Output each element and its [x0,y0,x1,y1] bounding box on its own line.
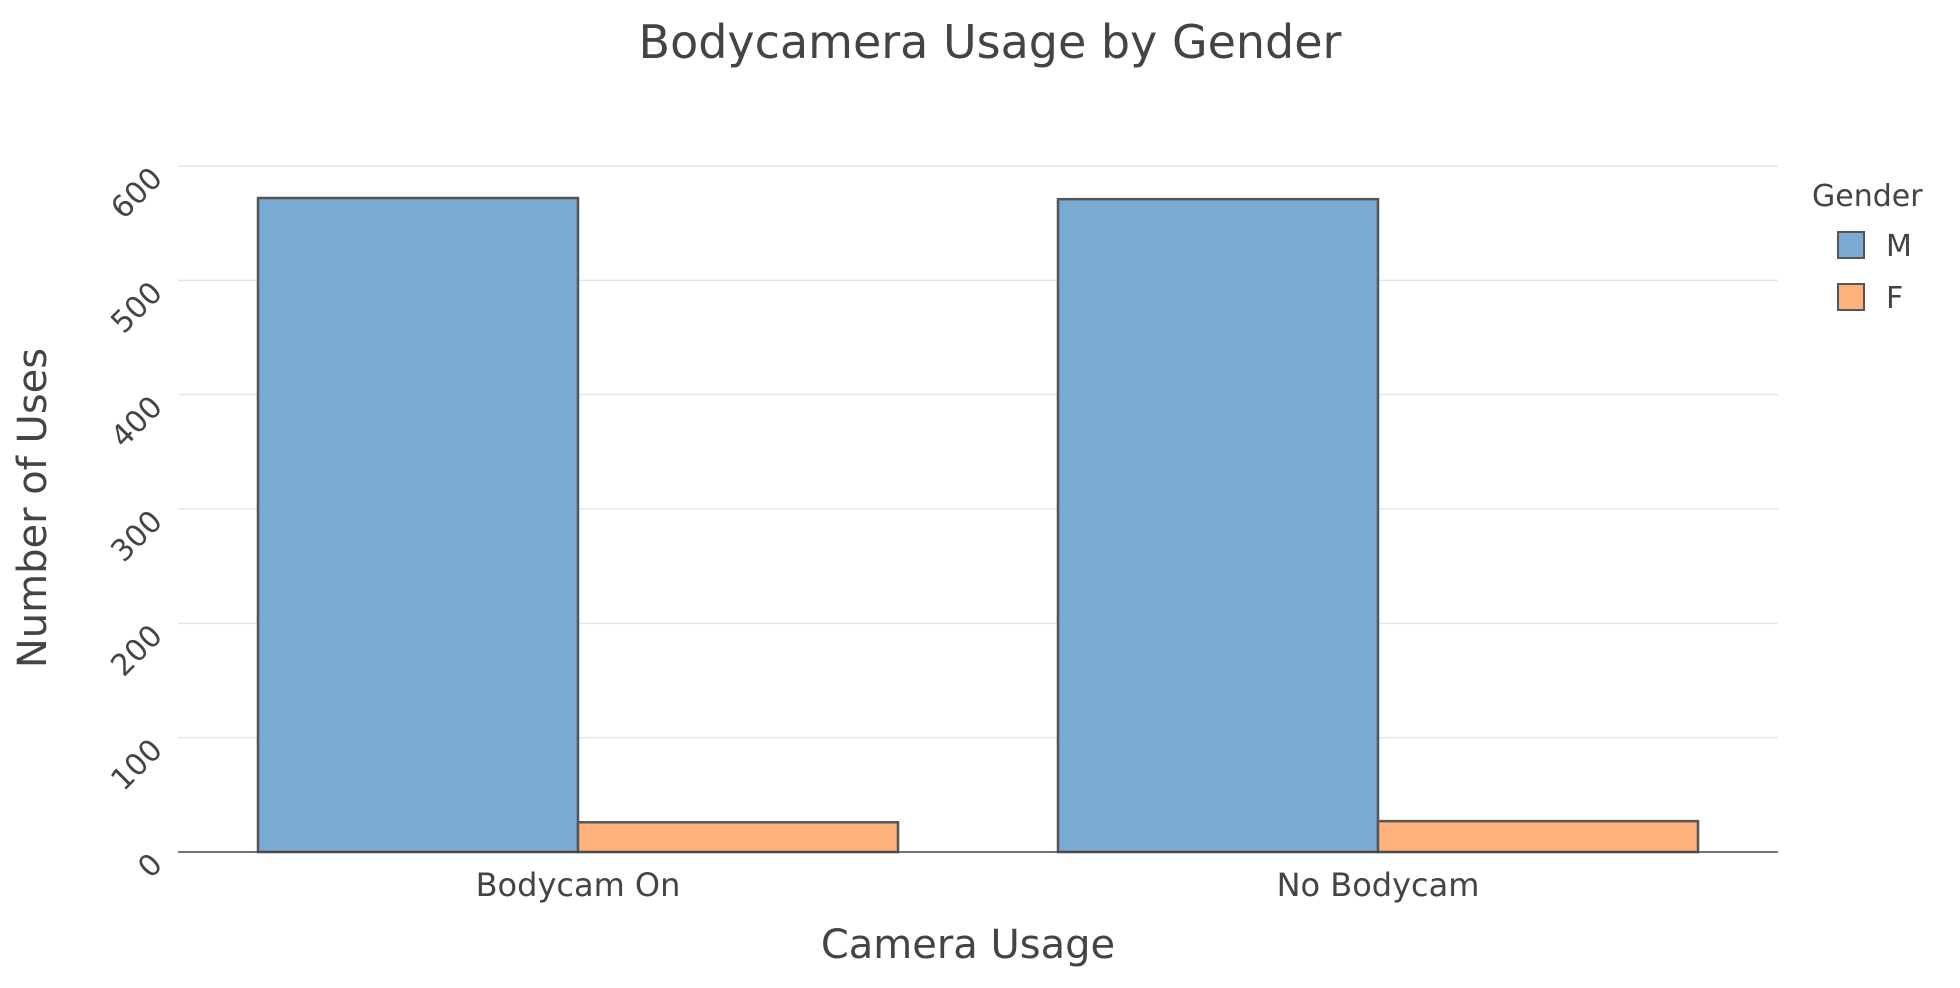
legend-items: MF [1837,229,1912,316]
legend-swatch-f [1837,283,1865,311]
bar-m-0 [256,196,580,854]
legend: Gender MF [1812,179,1923,316]
y-tick-label: 600 [104,161,169,226]
y-tick-label: 400 [104,390,169,455]
bar-m-1 [1056,197,1380,854]
legend-title: Gender [1812,179,1923,214]
x-tick-label: No Bodycam [1277,866,1480,904]
chart-title: Bodycamera Usage by Gender [639,15,1342,69]
x-tick-label: Bodycam On [476,866,681,904]
legend-swatch-m [1837,231,1865,259]
y-axis-title: Number of Uses [10,348,56,668]
x-axis-title: Camera Usage [821,922,1115,968]
bar-f-0 [576,821,900,854]
x-tick-labels: Bodycam On No Bodycam [476,866,1480,904]
legend-label-f: F [1886,281,1903,316]
y-tick-label: 300 [104,504,169,569]
y-tick-label: 500 [104,275,169,340]
bar-f-1 [1376,819,1700,854]
y-tick-label: 100 [104,733,169,798]
y-tick-label: 200 [104,618,169,683]
legend-label-m: M [1886,229,1912,264]
y-tick-labels: 0 100 200 300 400 500 600 [104,161,169,885]
y-tick-label: 0 [131,847,169,885]
bars [256,196,1700,854]
